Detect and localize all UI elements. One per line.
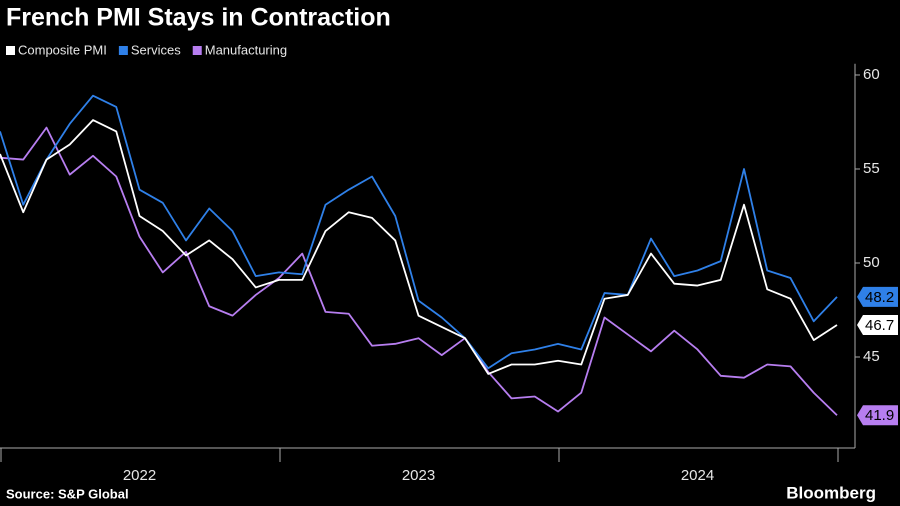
- series-line: [0, 94, 838, 370]
- x-year-label: 2022: [123, 467, 156, 484]
- y-tick-label: 55: [863, 160, 880, 177]
- legend: Composite PMI Services Manufacturing: [6, 42, 287, 57]
- end-label-box: [857, 405, 898, 426]
- end-label-box: [857, 286, 898, 307]
- y-tick-label: 45: [863, 348, 880, 365]
- x-year-label: 2023: [402, 467, 435, 484]
- y-tick-label: 50: [863, 254, 880, 271]
- x-year-label: 2024: [681, 467, 714, 484]
- series-line: [0, 126, 838, 416]
- end-label: 41.9: [865, 407, 894, 424]
- legend-swatch: [6, 46, 15, 55]
- end-label: 46.7: [865, 317, 894, 334]
- end-label-box: [857, 315, 898, 336]
- y-tick-label: 60: [863, 66, 880, 83]
- source: Source: S&P Global: [6, 486, 129, 501]
- chart-title: French PMI Stays in Contraction: [6, 4, 391, 32]
- end-label: 48.2: [865, 289, 894, 306]
- brand: Bloomberg: [786, 483, 876, 502]
- series-line: [0, 119, 838, 375]
- legend-label: Services: [131, 42, 181, 57]
- legend-swatch: [118, 46, 128, 55]
- legend-swatch: [192, 46, 202, 55]
- legend-label: Composite PMI: [18, 42, 107, 57]
- legend-label: Manufacturing: [205, 42, 287, 57]
